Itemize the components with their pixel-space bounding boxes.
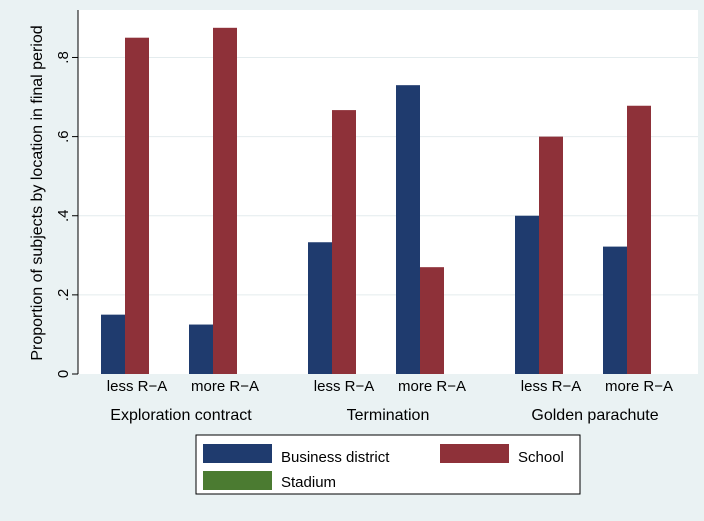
bars: [101, 27, 651, 375]
bar-school: [125, 37, 149, 375]
x-category-label: less R−A: [314, 378, 374, 395]
x-category-label: more R−A: [398, 378, 466, 395]
y-axis-label: Proportion of subjects by location in fi…: [29, 25, 46, 360]
y-tick-label: .4: [55, 209, 72, 222]
bar-business-district: [396, 85, 420, 374]
bar-school: [627, 105, 651, 374]
bar-school: [539, 136, 563, 374]
bar-business-district: [189, 324, 213, 374]
legend-swatch: [440, 444, 509, 463]
y-tick-label: 0: [55, 370, 72, 378]
legend: Business district School Stadium: [195, 434, 581, 495]
bar-school: [420, 267, 444, 374]
bar-business-district: [603, 246, 627, 374]
group-label: Exploration contract: [110, 407, 252, 424]
x-category-label: more R−A: [191, 378, 259, 395]
group-labels: Exploration contract Termination Golden pa…: [110, 407, 658, 424]
legend-swatch: [203, 471, 272, 490]
bar-school: [213, 27, 237, 374]
x-category-label: less R−A: [107, 378, 167, 395]
bar-business-district: [308, 242, 332, 374]
bar-business-district: [101, 314, 125, 374]
plot-area: [78, 10, 698, 374]
legend-swatch: [203, 444, 272, 463]
y-tick-label: .2: [55, 289, 72, 302]
x-category-label: less R−A: [521, 378, 581, 395]
group-label: Termination: [347, 407, 430, 424]
x-category-label: more R−A: [605, 378, 673, 395]
y-tick-label: .6: [55, 130, 72, 143]
grid-lines: [78, 56, 698, 296]
group-label: Golden parachute: [531, 407, 658, 424]
bar-business-district: [515, 215, 539, 374]
bar-school: [332, 110, 356, 374]
y-tick-label: .8: [55, 51, 72, 64]
legend-label: School: [518, 449, 564, 466]
legend-label: Business district: [281, 449, 390, 466]
y-ticks: 0 .2 .4 .6 .8: [55, 51, 78, 378]
legend-label: Stadium: [281, 474, 336, 491]
x-category-labels: less R−A more R−A less R−A more R−A less R−A…: [107, 378, 673, 395]
